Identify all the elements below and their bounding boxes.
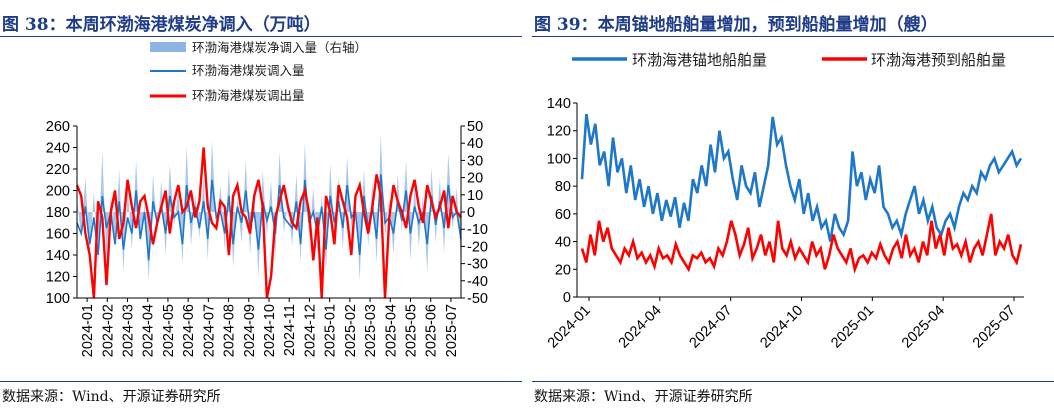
title-divider xyxy=(532,36,1054,37)
y-tick-label: 100 xyxy=(547,151,571,167)
x-tick-label: 2025-01 xyxy=(828,303,877,352)
legend-label-2: 环渤海港煤炭调出量 xyxy=(192,88,305,103)
y-right-tick-label: -40 xyxy=(467,274,488,290)
x-tick-label: 2024-06 xyxy=(181,304,197,357)
x-tick-label: 2024-04 xyxy=(616,303,665,352)
x-tick-label: 2024-08 xyxy=(222,304,238,357)
x-tick-label: 2024-01 xyxy=(545,303,594,352)
y-right-tick-label: 20 xyxy=(467,171,483,187)
y-right-tick-label: 50 xyxy=(467,119,483,135)
y-left-tick-label: 120 xyxy=(46,270,70,286)
left-chart-panel: 图 38：本周环渤海港煤炭净调入（万吨） 环渤海港煤炭净调入量（右轴） 环渤海港煤… xyxy=(0,0,522,417)
y-tick-label: 0 xyxy=(563,290,571,306)
y-left-tick-label: 220 xyxy=(46,162,70,178)
y-tick-label: 80 xyxy=(555,179,571,195)
y-right-tick-label: -30 xyxy=(467,257,488,273)
x-tick-label: 2024-07 xyxy=(687,303,736,352)
y-right-tick-label: -10 xyxy=(467,222,488,238)
series-expected-line xyxy=(580,213,1023,274)
x-tick-label: 2025-02 xyxy=(343,304,359,357)
y-right-tick-label: 10 xyxy=(467,188,483,204)
x-tick-label: 2024-09 xyxy=(242,304,258,357)
y-right-tick-label: -20 xyxy=(467,239,488,255)
x-tick-label: 2025-04 xyxy=(899,303,948,352)
series-outflow-line xyxy=(75,147,462,299)
legend-label-0: 环渤海港煤炭净调入量（右轴） xyxy=(192,40,367,55)
y-left-tick-label: 100 xyxy=(46,291,70,307)
x-tick-label: 2024-04 xyxy=(141,304,157,357)
y-right-tick-label: 0 xyxy=(467,205,475,221)
y-left-tick-label: 180 xyxy=(46,205,70,221)
y-left-tick-label: 160 xyxy=(46,227,70,243)
x-tick-label: 2025-04 xyxy=(383,304,399,357)
legend-label-expected: 环渤海港预到船舶量 xyxy=(871,51,1006,69)
y-right-tick-label: 40 xyxy=(467,136,483,152)
legend-swatch-net-inflow xyxy=(150,42,186,52)
x-tick-label: 2024-02 xyxy=(100,304,116,357)
source-divider xyxy=(0,381,522,382)
x-tick-label: 2024-07 xyxy=(201,304,217,357)
y-right-tick-label: -50 xyxy=(467,291,488,307)
y-right-tick-label: 30 xyxy=(467,153,483,169)
y-tick-label: 140 xyxy=(547,96,571,112)
source-divider xyxy=(532,381,1054,382)
source-note: 数据来源：Wind、开源证券研究所 xyxy=(534,389,753,405)
y-left-tick-label: 260 xyxy=(46,119,70,135)
x-tick-label: 2025-03 xyxy=(363,304,379,357)
y-left-tick-label: 200 xyxy=(46,184,70,200)
chart-title: 图 38：本周环渤海港煤炭净调入（万吨） xyxy=(2,15,321,35)
x-tick-label: 2024-03 xyxy=(121,304,137,357)
y-tick-label: 20 xyxy=(555,262,571,278)
legend-label-anchorage: 环渤海港锚地船舶量 xyxy=(632,51,767,69)
x-tick-label: 2025-05 xyxy=(403,304,419,357)
series-anchorage-line xyxy=(580,113,1023,242)
chart-title: 图 39：本周锚地船舶量增加，预到船舶量增加（艘） xyxy=(534,15,938,35)
x-tick-label: 2024-05 xyxy=(161,304,177,357)
x-tick-label: 2024-11 xyxy=(282,304,298,356)
x-tick-label: 2025-06 xyxy=(424,304,440,357)
x-tick-label: 2024-10 xyxy=(262,304,278,357)
right-chart: 环渤海港锚地船舶量 环渤海港预到船舶量 0 20 40 60 80 100 120 140 2024… xyxy=(545,51,1024,352)
x-tick-label: 2025-07 xyxy=(444,304,460,357)
title-divider xyxy=(0,36,522,37)
x-tick-label: 2024-01 xyxy=(80,304,96,357)
right-chart-panel: 图 39：本周锚地船舶量增加，预到船舶量增加（艘） 环渤海港锚地船舶量 环渤海港预… xyxy=(532,0,1054,417)
x-tick-label: 2024-10 xyxy=(757,303,806,352)
x-tick-label: 2025-07 xyxy=(970,303,1019,352)
x-tick-label: 2024-12 xyxy=(302,304,318,357)
source-note: 数据来源：Wind、开源证券研究所 xyxy=(2,389,221,405)
y-tick-label: 40 xyxy=(555,235,571,251)
y-left-tick-label: 240 xyxy=(46,141,70,157)
legend-label-1: 环渤海港煤炭调入量 xyxy=(192,63,305,78)
x-tick-label: 2025-01 xyxy=(323,304,339,357)
y-tick-label: 60 xyxy=(555,207,571,223)
y-left-tick-label: 140 xyxy=(46,248,70,264)
series-inflow-line xyxy=(76,174,462,261)
y-tick-label: 120 xyxy=(547,124,571,140)
